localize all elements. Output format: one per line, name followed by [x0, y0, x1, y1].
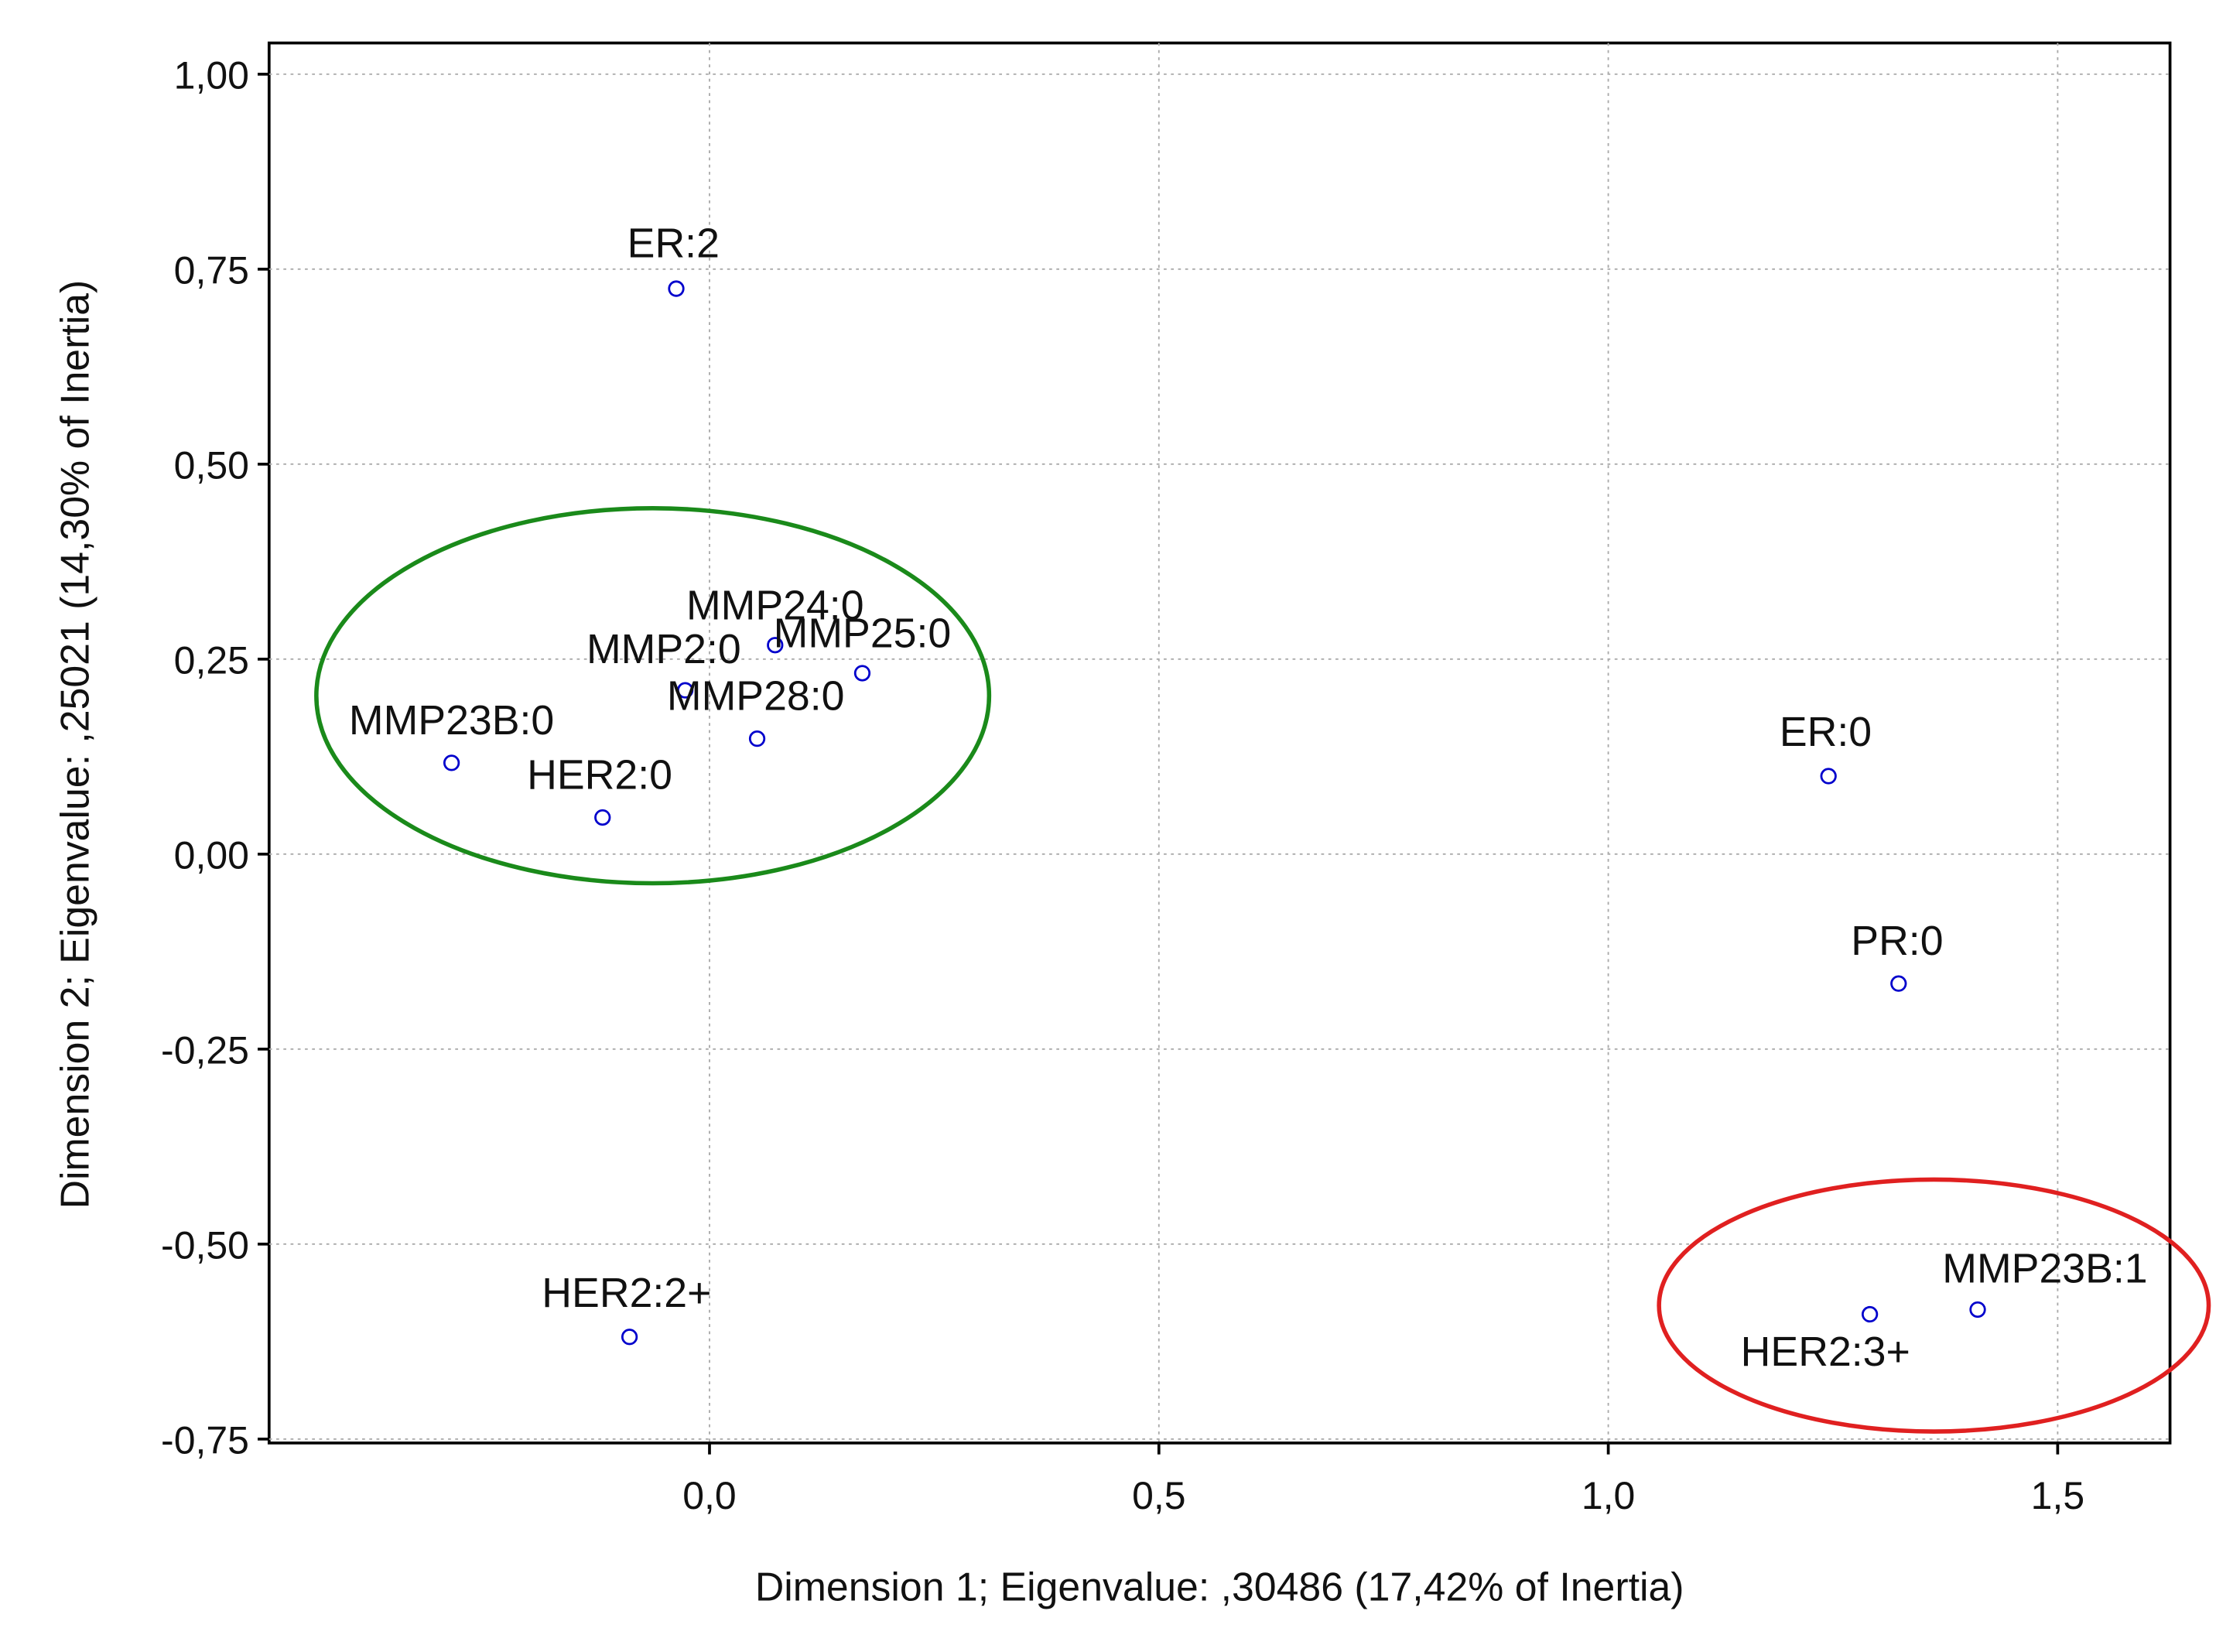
- y-tick-label: -0,25: [161, 1028, 249, 1072]
- point-label: MMP23B:0: [349, 697, 554, 744]
- y-tick-label: 0,25: [174, 638, 249, 682]
- point: [443, 754, 460, 771]
- point: [767, 637, 784, 654]
- point: [853, 665, 871, 682]
- point-label: PR:0: [1851, 918, 1943, 964]
- x-tick-label: 0,0: [682, 1474, 736, 1517]
- point: [668, 280, 685, 297]
- point: [594, 809, 611, 826]
- point: [1861, 1305, 1879, 1323]
- point: [748, 730, 766, 747]
- y-tick-label: 0,00: [174, 833, 249, 877]
- point-label: MMP25:0: [774, 611, 952, 657]
- grid: -0,75 -0,50 -0,25 0,00 0,25 0,50 0,75 1,00 0,0 0,…: [161, 43, 2170, 1517]
- y-tick-label: -0,50: [161, 1223, 249, 1267]
- x-axis-label: Dimension 1; Eigenvalue: ,30486 (17,42% …: [755, 1564, 1684, 1609]
- y-axis-label: Dimension 2; Eigenvalue: ,25021 (14,30% …: [53, 280, 97, 1209]
- point-label: HER2:2+: [542, 1270, 711, 1316]
- point: [1820, 768, 1837, 785]
- cluster-ellipse: [314, 506, 992, 886]
- point-label: HER2:3+: [1741, 1329, 1910, 1375]
- x-tick-label: 1,5: [2031, 1474, 2084, 1517]
- cluster-ellipse: [1657, 1177, 2211, 1434]
- point: [1969, 1301, 1986, 1319]
- point: [621, 1329, 638, 1346]
- plot-frame: [267, 41, 2172, 1445]
- y-tick-label: 0,75: [174, 248, 249, 292]
- y-tick-label: -0,75: [161, 1418, 249, 1462]
- point: [1890, 975, 1907, 992]
- point-label: MMP28:0: [667, 673, 845, 720]
- y-tick-label: 0,50: [174, 443, 249, 487]
- point-label: MMP24:0: [686, 582, 864, 628]
- point-label: MMP23B:1: [1942, 1245, 2147, 1291]
- point-label: ER:2: [627, 220, 720, 266]
- point-label: MMP2:0: [586, 626, 741, 672]
- point: [676, 682, 694, 699]
- point-label: HER2:0: [527, 751, 672, 798]
- x-tick-label: 0,5: [1132, 1474, 1185, 1517]
- x-tick-label: 1,0: [1582, 1474, 1635, 1517]
- y-tick-label: 1,00: [174, 53, 249, 97]
- point-label: ER:0: [1780, 709, 1872, 755]
